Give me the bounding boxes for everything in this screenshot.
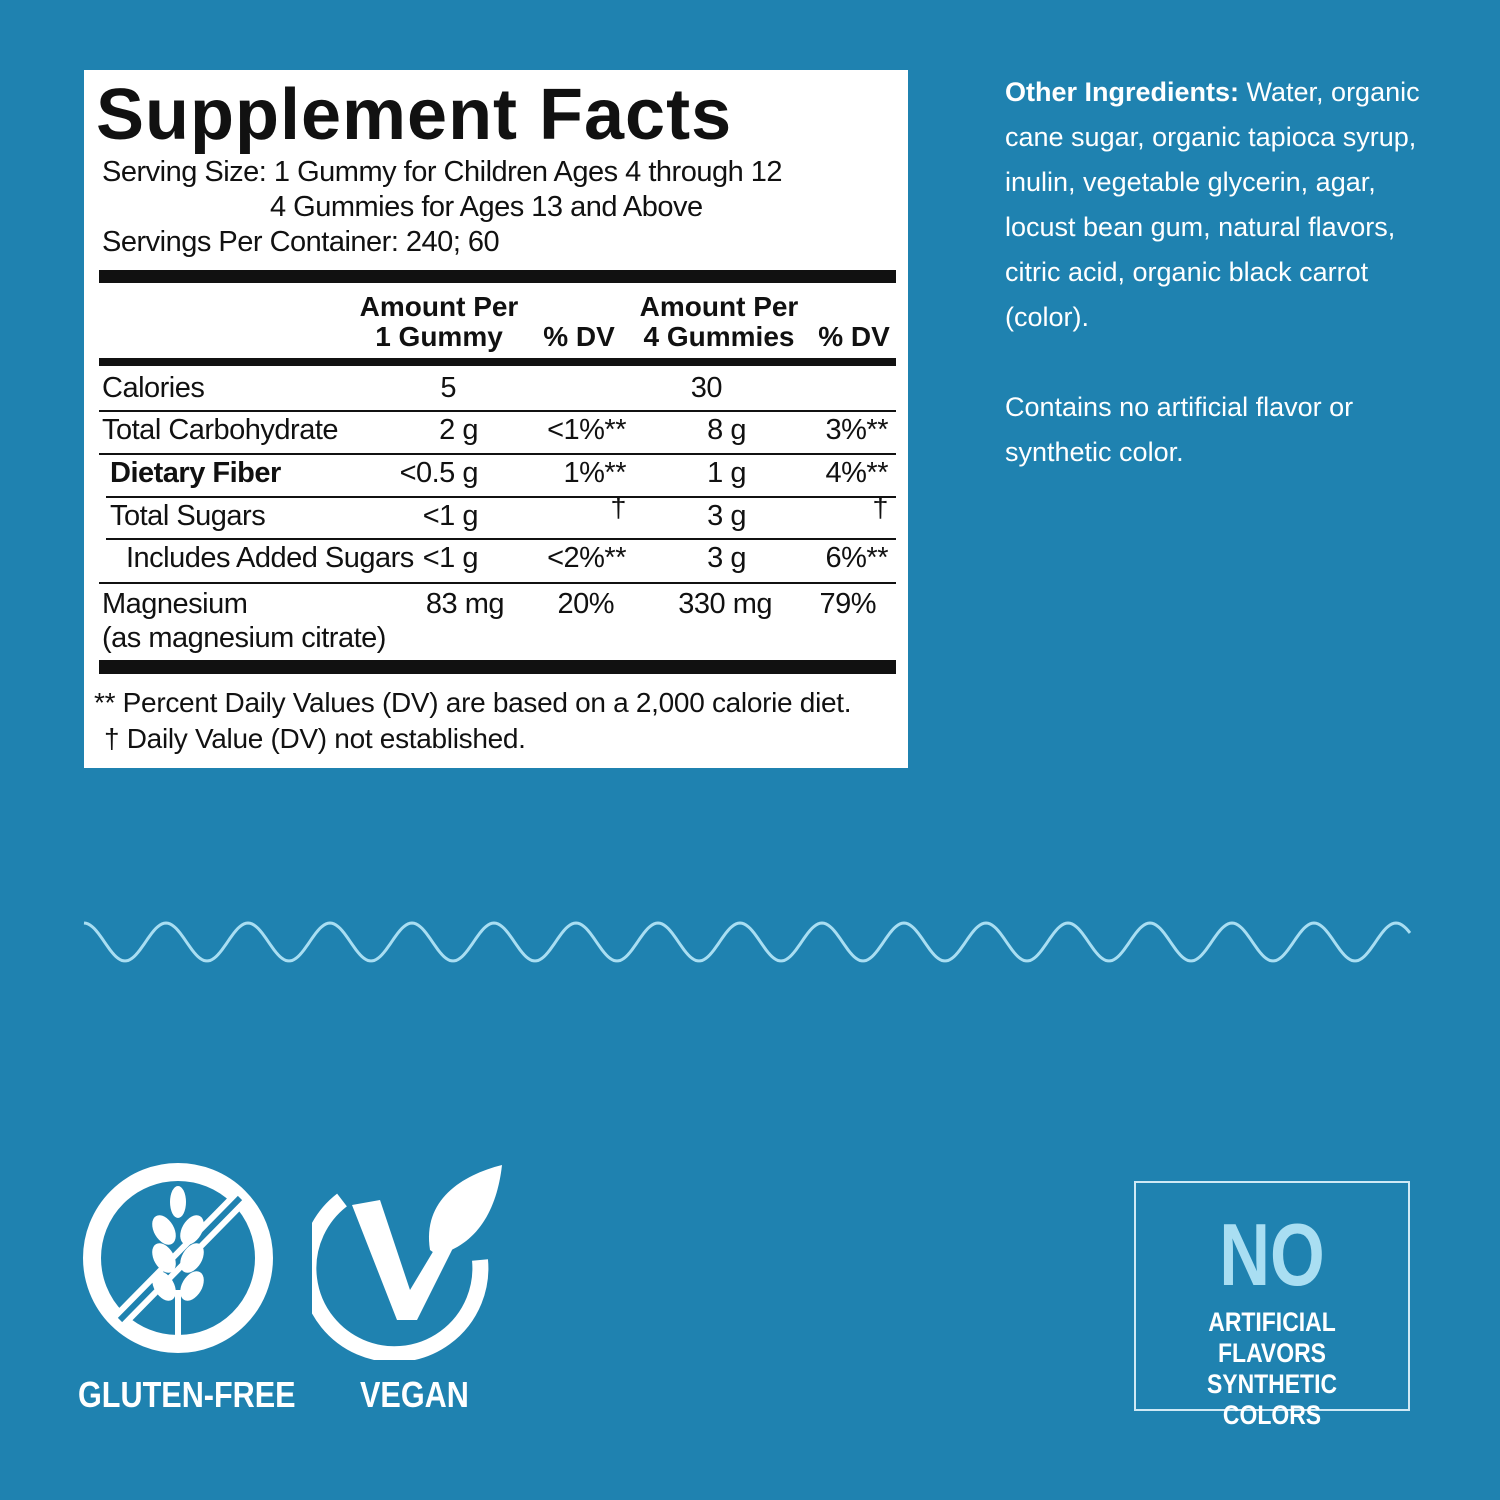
row-divider xyxy=(106,496,896,498)
row-divider xyxy=(99,410,896,412)
other-ingredients-heading: Other Ingredients: xyxy=(1005,77,1240,107)
divider-medium xyxy=(99,358,896,366)
no-artificial-badge: NO ARTIFICIAL FLAVORS SYNTHETIC COLORS xyxy=(1134,1181,1410,1430)
vegan-label: VEGAN xyxy=(360,1374,469,1415)
row-divider xyxy=(99,453,896,455)
amount-4-gummies: 330 mg xyxy=(678,588,772,620)
amount-4-gummies: 8 g xyxy=(707,414,746,446)
other-ingredients: Other Ingredients: Water, organic cane s… xyxy=(1005,70,1445,340)
dv-4-gummies: 3%** xyxy=(825,414,889,446)
dv-1-gummy: 20% xyxy=(557,588,614,620)
row-divider xyxy=(106,538,896,540)
no-line-1: ARTIFICIAL FLAVORS xyxy=(1208,1307,1336,1368)
amount-4-gummies: 3 g xyxy=(707,500,746,532)
ingredients-panel: Other Ingredients: Water, organic cane s… xyxy=(1005,70,1445,475)
footnote-dv: ** Percent Daily Values (DV) are based o… xyxy=(94,687,852,718)
nutrient-name: Total Carbohydrate xyxy=(102,414,339,446)
footnote-dagger: † Daily Value (DV) not established. xyxy=(104,723,526,754)
wave-line xyxy=(83,921,1412,963)
header-amount-4: Amount Per 4 Gummies xyxy=(639,291,799,352)
dv-4-gummies: 4%** xyxy=(825,457,889,489)
amount-4-gummies: 30 xyxy=(690,372,723,404)
dv-4-gummies: 79% xyxy=(819,588,876,620)
other-ingredients-text: Water, organic cane sugar, organic tapio… xyxy=(1005,77,1420,332)
dv-1-gummy: <2%** xyxy=(547,542,626,574)
nutrient-name: Total Sugars xyxy=(110,500,266,532)
vegan-icon xyxy=(312,1165,502,1360)
amount-1-gummy: <1 g xyxy=(422,500,479,532)
dv-1-gummy: † xyxy=(610,492,626,524)
supplement-facts-label: Supplement Facts Serving Size: 1 Gummy f… xyxy=(84,70,908,768)
amount-1-gummy: 5 xyxy=(440,372,456,404)
amount-1-gummy: <1 g xyxy=(422,542,479,574)
row-divider xyxy=(99,582,896,584)
nutrient-name: Calories xyxy=(102,372,205,404)
header-amount-1: Amount Per 1 Gummy xyxy=(359,291,519,352)
dv-1-gummy: 1%** xyxy=(563,457,627,489)
nutrient-source: (as magnesium citrate) xyxy=(102,622,386,654)
amount-1-gummy: 2 g xyxy=(439,414,478,446)
serving-size-2: 4 Gummies for Ages 13 and Above xyxy=(270,191,703,223)
servings-per-container: Servings Per Container: 240; 60 xyxy=(102,226,500,258)
divider-thick xyxy=(99,270,896,283)
gluten-free-label: GLUTEN-FREE xyxy=(78,1374,296,1415)
dv-4-gummies: 6%** xyxy=(825,542,889,574)
header-dv-4: % DV xyxy=(818,321,890,352)
amount-1-gummy: <0.5 g xyxy=(399,457,479,489)
dv-1-gummy: <1%** xyxy=(547,414,626,446)
serving-size: Serving Size: 1 Gummy for Children Ages … xyxy=(102,156,783,188)
amount-4-gummies: 1 g xyxy=(707,457,746,489)
header-dv-1: % DV xyxy=(543,321,615,352)
amount-4-gummies: 3 g xyxy=(707,542,746,574)
amount-1-gummy: 83 mg xyxy=(425,588,505,620)
label-title: Supplement Facts xyxy=(96,75,733,155)
nutrient-name: Includes Added Sugars xyxy=(126,542,414,574)
no-line-2: SYNTHETIC COLORS xyxy=(1206,1369,1338,1430)
no-text: NO xyxy=(1219,1205,1325,1304)
dv-4-gummies: † xyxy=(872,492,888,524)
contains-statement: Contains no artificial flavor or synthet… xyxy=(1005,392,1354,467)
nutrient-name: Dietary Fiber xyxy=(110,457,281,489)
divider-thick-bottom xyxy=(99,660,896,674)
nutrient-name: Magnesium xyxy=(102,588,248,620)
gluten-free-icon xyxy=(83,1163,273,1353)
